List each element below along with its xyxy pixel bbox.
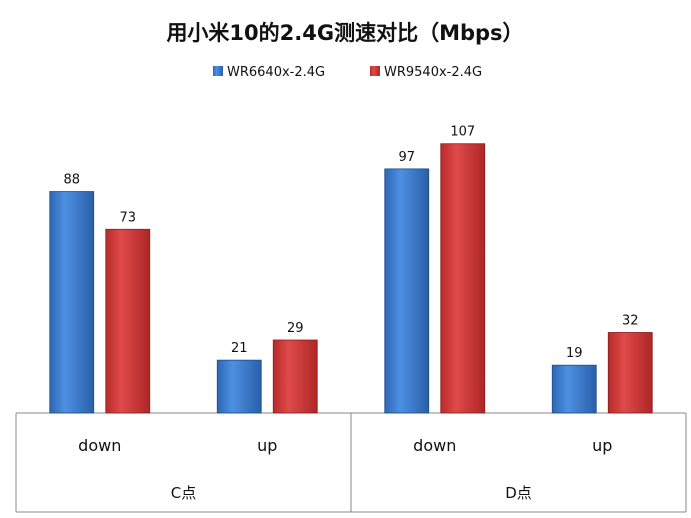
category-label: up — [592, 436, 612, 455]
category-label: down — [413, 436, 456, 455]
bar-wr9540x-c-down — [105, 228, 151, 414]
data-labels: 88 73 21 29 97 107 19 32 — [63, 125, 638, 361]
legend-swatch-wr6640x — [213, 66, 223, 76]
bar-value-label: 29 — [287, 321, 304, 336]
category-axis — [15, 412, 687, 513]
bar-wr9540x-d-up — [607, 332, 653, 414]
bar-value-label: 21 — [231, 341, 248, 356]
group-label: C点 — [171, 484, 196, 502]
bars — [49, 143, 653, 414]
bar-wr6640x-c-up — [216, 359, 262, 414]
bar-wr9540x-c-up — [272, 339, 318, 414]
bar-wr6640x-d-down — [384, 168, 430, 414]
chart-title: 用小米10的2.4G测速对比（Mbps） — [166, 21, 523, 45]
bar-value-label: 97 — [398, 150, 415, 165]
bar-wr6640x-d-up — [551, 364, 597, 414]
legend-label-wr9540x: WR9540x-2.4G — [384, 65, 482, 80]
category-labels: down up C点 down up D点 — [78, 436, 612, 502]
legend-label-wr6640x: WR6640x-2.4G — [227, 65, 325, 80]
group-label: D点 — [505, 484, 532, 502]
legend-swatch-wr9540x — [370, 66, 380, 76]
bar-value-label: 19 — [566, 346, 583, 361]
category-label: down — [78, 436, 121, 455]
category-label: up — [257, 436, 277, 455]
bar-value-label: 73 — [119, 210, 136, 225]
bar-wr9540x-d-down — [440, 143, 486, 414]
bar-value-label: 32 — [622, 313, 639, 328]
bar-wr6640x-c-down — [49, 191, 95, 414]
legend: WR6640x-2.4G WR9540x-2.4G — [213, 65, 482, 80]
bar-value-label: 107 — [450, 125, 475, 140]
bar-value-label: 88 — [63, 173, 80, 188]
